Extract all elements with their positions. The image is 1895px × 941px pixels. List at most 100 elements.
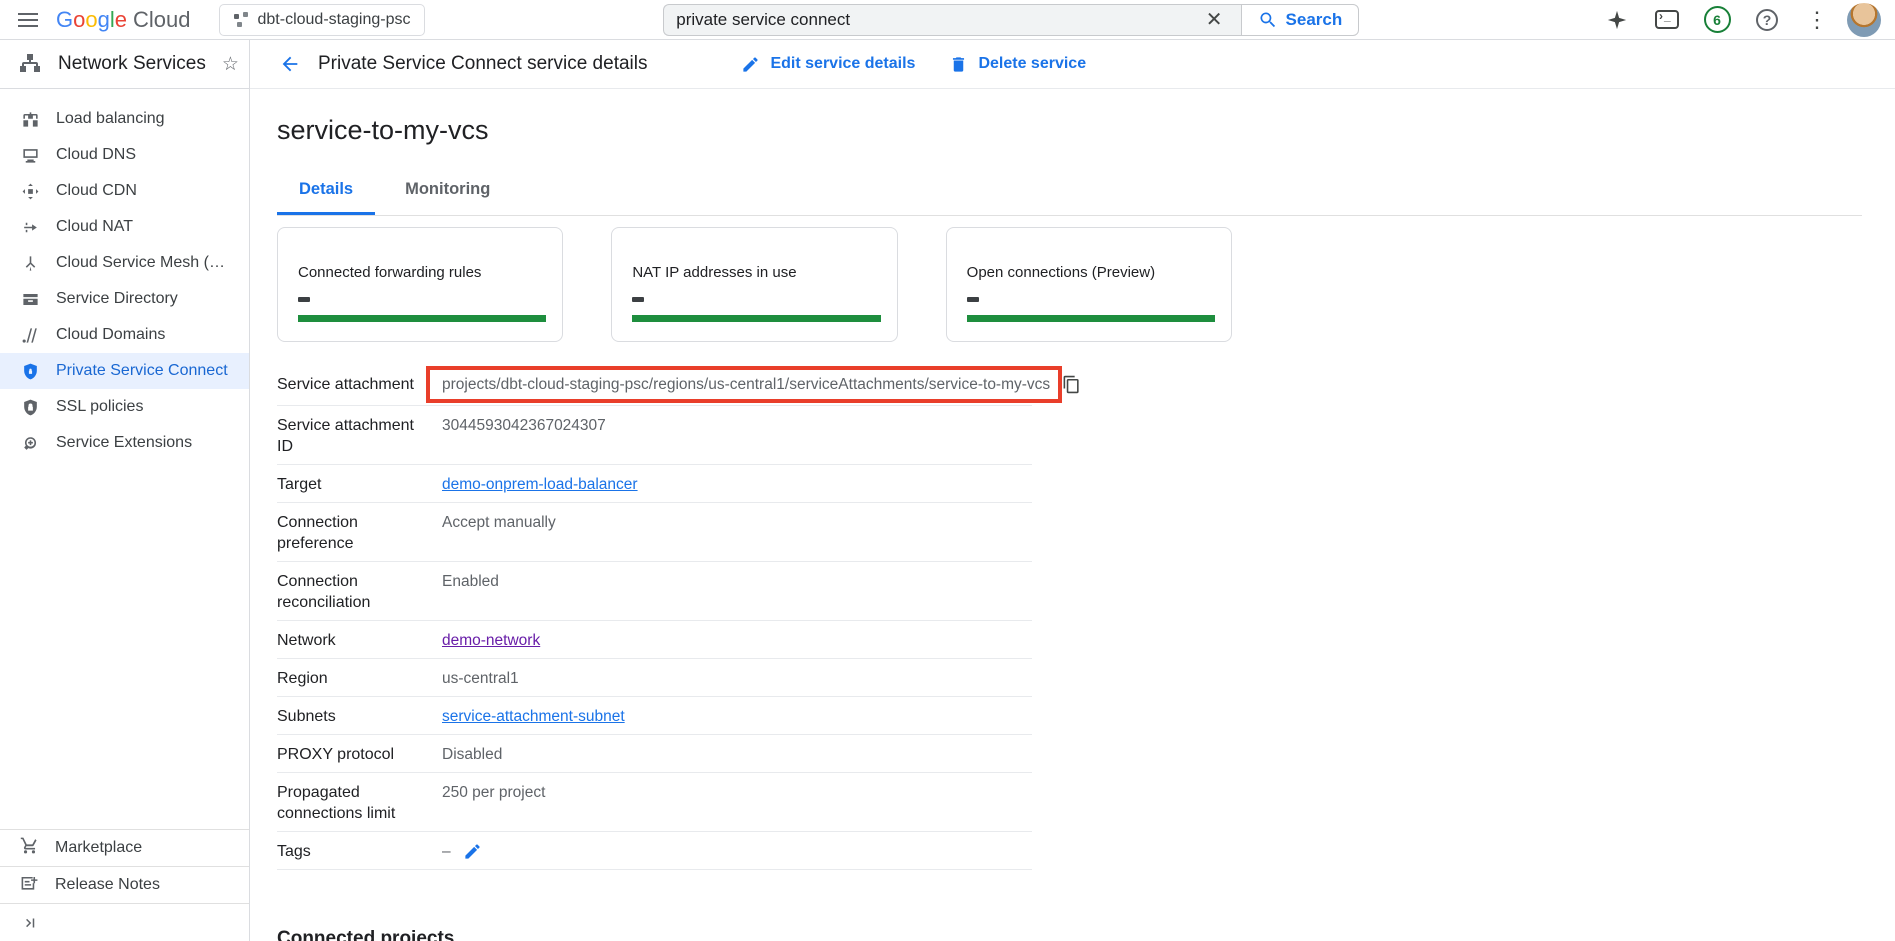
- trash-icon: [953, 56, 965, 72]
- cloud-cdn-icon: [20, 181, 40, 201]
- main-panel: Private Service Connect service details …: [250, 40, 1895, 941]
- marketplace-icon: [20, 836, 39, 860]
- notifications-badge[interactable]: 6: [1697, 3, 1737, 37]
- menu-icon[interactable]: [14, 6, 42, 34]
- back-button[interactable]: [276, 50, 304, 78]
- sidebar-item-service-directory[interactable]: Service Directory: [0, 281, 249, 317]
- topbar-icons: 6 ? ⋮: [1597, 2, 1881, 37]
- tab-monitoring[interactable]: Monitoring: [405, 180, 491, 198]
- search-field[interactable]: ✕: [663, 3, 1241, 36]
- card-nat-ip-addresses[interactable]: NAT IP addresses in use: [611, 227, 898, 342]
- card-value-dash: [632, 297, 645, 302]
- network-link[interactable]: demo-network: [442, 632, 541, 649]
- copy-icon[interactable]: [1062, 375, 1081, 394]
- card-title: Open connections (Preview): [966, 264, 1156, 281]
- sidebar-item-cloud-cdn[interactable]: Cloud CDN: [0, 173, 249, 209]
- card-value-dash: [966, 297, 979, 302]
- connection-reconciliation-value: Enabled: [442, 573, 499, 590]
- service-directory-icon: [20, 289, 40, 309]
- edit-tags-icon[interactable]: [463, 842, 482, 861]
- sidebar-footer: Marketplace Release Notes: [0, 829, 249, 941]
- detail-label: Service attachment: [277, 376, 414, 393]
- content-area: service-to-my-vcs Details Monitoring Con…: [250, 89, 1895, 941]
- sidebar-item-ssl-policies[interactable]: SSL policies: [0, 389, 249, 425]
- sidebar-item-label: Service Directory: [56, 290, 178, 307]
- detail-label: Tags: [277, 843, 311, 860]
- propagated-connections-limit-value: 250 per project: [442, 784, 546, 801]
- detail-label: Propagated connections limit: [277, 784, 396, 822]
- detail-label: Service attachment ID: [277, 417, 414, 455]
- detail-label: Connection reconciliation: [277, 573, 371, 611]
- sidebar-item-cloud-dns[interactable]: Cloud DNS: [0, 137, 249, 173]
- service-attachment-path: projects/dbt-cloud-staging-psc/regions/u…: [442, 375, 1051, 393]
- delete-service-button[interactable]: Delete service: [939, 49, 1096, 80]
- sidebar-item-label: SSL policies: [56, 398, 144, 415]
- clear-search-icon[interactable]: ✕: [1205, 8, 1223, 31]
- sidebar-item-marketplace[interactable]: Marketplace: [0, 829, 249, 866]
- detail-row-subnets: Subnets service-attachment-subnet: [277, 697, 1032, 735]
- card-sparkline: [632, 315, 881, 322]
- avatar[interactable]: [1847, 2, 1881, 37]
- google-cloud-logo[interactable]: Google Cloud: [56, 7, 191, 33]
- project-icon: [233, 12, 249, 27]
- logo-google-wordmark: Google: [56, 6, 128, 32]
- detail-label: Network: [277, 632, 336, 649]
- project-selector[interactable]: dbt-cloud-staging-psc: [218, 3, 426, 36]
- notification-count: 6: [1703, 6, 1731, 33]
- card-open-connections[interactable]: Open connections (Preview): [945, 227, 1232, 342]
- top-app-bar: Google Cloud dbt-cloud-staging-psc ✕ Sea…: [0, 0, 1895, 40]
- connected-projects-title: Connected projects: [277, 928, 455, 941]
- detail-row-proxy-protocol: PROXY protocol Disabled: [277, 735, 1032, 773]
- edit-service-label: Edit service details: [770, 55, 916, 72]
- sidebar-collapse[interactable]: [0, 903, 249, 941]
- detail-row-propagated-connections-limit: Propagated connections limit 250 per pro…: [277, 773, 1032, 832]
- cloud-shell-icon[interactable]: [1647, 3, 1687, 37]
- details-list: Service attachment projects/dbt-cloud-st…: [277, 364, 1079, 870]
- collapse-sidebar-icon: [26, 918, 35, 927]
- gemini-icon[interactable]: [1597, 3, 1637, 37]
- sidebar-item-cloud-domains[interactable]: Cloud Domains: [0, 317, 249, 353]
- search-bar: ✕ Search: [663, 3, 1360, 36]
- sidebar-item-service-extensions[interactable]: Service Extensions: [0, 425, 249, 461]
- sidebar-item-cloud-service-mesh[interactable]: Cloud Service Mesh (Traff...: [0, 245, 249, 281]
- sidebar-item-load-balancing[interactable]: Load balancing: [0, 101, 249, 137]
- tab-details[interactable]: Details: [277, 170, 376, 215]
- detail-label: Subnets: [277, 708, 336, 725]
- card-title: NAT IP addresses in use: [632, 264, 797, 281]
- sidebar-header: Network Services ☆: [0, 40, 249, 89]
- help-icon[interactable]: ?: [1747, 3, 1787, 37]
- sidebar-nav: Load balancing Cloud DNS Cloud CDN Cloud…: [0, 89, 249, 461]
- sidebar-item-label: Cloud DNS: [56, 146, 137, 163]
- card-sparkline: [966, 315, 1215, 322]
- sidebar-item-label: Cloud NAT: [56, 218, 134, 235]
- sidebar-title: Network Services: [58, 53, 206, 74]
- release-notes-icon: [20, 873, 39, 897]
- more-options-icon[interactable]: ⋮: [1806, 6, 1828, 32]
- edit-service-button[interactable]: Edit service details: [731, 49, 925, 80]
- search-input[interactable]: [676, 9, 1200, 30]
- network-services-icon: [20, 54, 40, 72]
- target-link[interactable]: demo-onprem-load-balancer: [442, 476, 638, 493]
- search-button-label: Search: [1285, 9, 1343, 29]
- metric-cards: Connected forwarding rules NAT IP addres…: [277, 227, 1232, 342]
- detail-label: Connection preference: [277, 514, 358, 552]
- sidebar-item-private-service-connect[interactable]: Private Service Connect: [0, 353, 249, 389]
- subnet-link[interactable]: service-attachment-subnet: [442, 708, 625, 725]
- logo-cloud-word: Cloud: [133, 6, 191, 32]
- detail-label: PROXY protocol: [277, 746, 395, 763]
- pencil-icon: [743, 56, 759, 72]
- sidebar-item-cloud-nat[interactable]: Cloud NAT: [0, 209, 249, 245]
- project-selector-label: dbt-cloud-staging-psc: [257, 10, 411, 28]
- search-button[interactable]: Search: [1240, 3, 1360, 36]
- sidebar-item-release-notes[interactable]: Release Notes: [0, 866, 249, 903]
- page-header: Private Service Connect service details …: [250, 40, 1895, 89]
- sidebar: Network Services ☆ Load balancing Cloud …: [0, 40, 250, 941]
- pin-star-icon[interactable]: ☆: [221, 53, 239, 75]
- region-value: us-central1: [442, 670, 519, 687]
- sidebar-item-label: Cloud CDN: [56, 182, 137, 199]
- card-sparkline: [298, 315, 547, 322]
- sidebar-item-label: Private Service Connect: [56, 362, 228, 379]
- sidebar-item-label: Load balancing: [56, 110, 165, 127]
- card-connected-forwarding-rules[interactable]: Connected forwarding rules: [277, 227, 564, 342]
- sidebar-item-label: Service Extensions: [56, 434, 193, 451]
